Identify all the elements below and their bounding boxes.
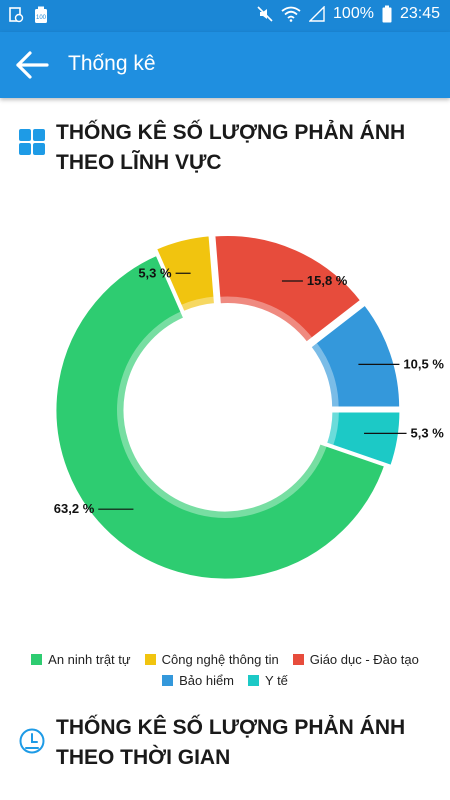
clock-icon: [19, 728, 45, 754]
arrow-left-icon: [16, 51, 49, 79]
section-time-stats-title: THỐNG KÊ SỐ LƯỢNG PHẢN ÁNH THEO THỜI GIA…: [56, 716, 406, 769]
screenshot-icon: [9, 7, 24, 23]
legend-row: Bảo hiểm Y tế: [0, 673, 450, 688]
legend-label: Y tế: [265, 673, 288, 688]
battery-saver-icon: 100: [35, 6, 47, 23]
donut-chart-svg: 5,3 % 63,2 % 5,3 % 15,8 % 10,5 %: [53, 233, 445, 582]
legend-swatch: [162, 675, 174, 686]
legend-label: Giáo dục - Đào tạo: [309, 652, 419, 667]
section-field-stats-title: THỐNG KÊ SỐ LƯỢNG PHẢN ÁNH THEO LĨNH VỰC: [56, 121, 406, 174]
slice-inner-ring-y-te: [325, 410, 339, 447]
battery-icon: [382, 5, 392, 23]
legend-item-bao-hiem[interactable]: Bảo hiểm: [162, 673, 234, 688]
battery-mini-label: 100: [36, 15, 47, 21]
data-label-cong-nghe: 5,3 %: [138, 265, 172, 280]
legend-swatch: [248, 675, 260, 686]
section-time-stats-header: THỐNG KÊ SỐ LƯỢNG PHẢN ÁNH THEO THỜI GIA…: [18, 713, 416, 773]
grid-icon: [19, 129, 45, 155]
legend-row: An ninh trật tự Công nghệ thông tin Giáo d…: [0, 652, 450, 667]
legend-item-y-te[interactable]: Y tế: [248, 673, 288, 688]
mute-icon: [257, 6, 273, 22]
status-bar: 100 100% 23:45: [0, 0, 450, 32]
back-button[interactable]: [14, 48, 54, 82]
data-label-bao-hiem: 10,5 %: [403, 356, 444, 371]
donut-chart: 5,3 % 63,2 % 5,3 % 15,8 % 10,5 %: [0, 210, 450, 630]
chart-legend: An ninh trật tự Công nghệ thông tin Giáo d…: [0, 652, 450, 694]
legend-item-cong-nghe[interactable]: Công nghệ thông tin: [144, 652, 279, 667]
app-bar: Thống kê: [0, 32, 450, 98]
legend-swatch: [31, 654, 43, 665]
data-label-giao-duc: 15,8 %: [307, 273, 348, 288]
legend-item-an-ninh[interactable]: An ninh trật tự: [31, 652, 131, 667]
legend-swatch: [144, 654, 156, 665]
slice-y-te[interactable]: [323, 409, 403, 469]
slice-inner-ring-giao-duc: [218, 296, 313, 344]
legend-item-giao-duc[interactable]: Giáo dục - Đào tạo: [292, 652, 419, 667]
legend-label: Bảo hiểm: [179, 673, 235, 688]
slice-inner-ring-cong-nghe: [180, 296, 216, 313]
legend-label: An ninh trật tự: [48, 652, 131, 667]
clock: 23:45: [399, 5, 440, 22]
slice-giao-duc[interactable]: [212, 233, 364, 346]
legend-swatch: [292, 654, 304, 665]
slice-bao-hiem[interactable]: [307, 301, 403, 410]
slice-an-ninh[interactable]: [53, 252, 388, 582]
signal-icon: [309, 6, 325, 22]
data-label-y-te: 5,3 %: [411, 425, 445, 440]
wifi-icon: [281, 6, 301, 22]
legend-label: Công nghệ thông tin: [161, 652, 279, 667]
page-title: Thống kê: [68, 52, 156, 75]
slice-inner-ring-bao-hiem: [309, 341, 339, 409]
battery-percent: 100%: [333, 5, 374, 22]
section-field-stats-header: THỐNG KÊ SỐ LƯỢNG PHẢN ÁNH THEO LĨNH VỰC: [18, 118, 416, 178]
data-label-an-ninh: 63,2 %: [54, 501, 95, 516]
